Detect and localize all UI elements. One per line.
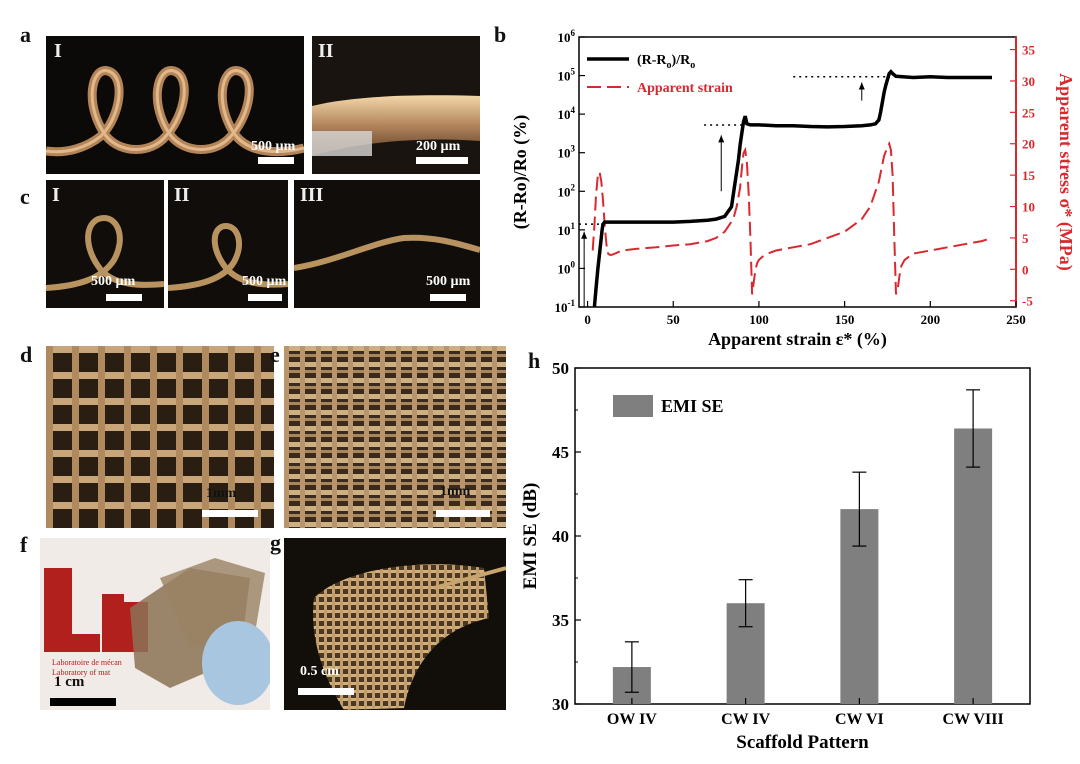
- closed-weave-scaffold-image: [284, 346, 506, 528]
- y-left-tick-label-7: 106: [558, 28, 576, 45]
- panel-f-caption-2: Laboratory of mat: [52, 668, 111, 677]
- y-left-tick-label-4: 103: [558, 144, 576, 161]
- panel-b-label: b: [494, 22, 507, 47]
- y-left-tick-label-2: 101: [558, 221, 576, 238]
- y-right-tick-label-0: -5: [1022, 294, 1033, 309]
- panel-a2-sublabel: II: [318, 40, 334, 62]
- y-right-tick-label-1: 0: [1022, 262, 1029, 277]
- panel-c-label: c: [20, 184, 30, 209]
- panel-a1-scale-bar: [258, 157, 294, 164]
- legend-label: EMI SE: [661, 396, 724, 416]
- legend-swatch: [613, 395, 653, 417]
- panel-c2-scale-bar: [248, 294, 282, 301]
- panel-e-label: e: [270, 342, 280, 367]
- panel-c1-scale-bar: [106, 294, 142, 301]
- x-axis-label: Scaffold Pattern: [736, 732, 869, 753]
- x-tick-label-3: 150: [835, 312, 855, 327]
- y-left-tick-label-6: 105: [558, 67, 576, 84]
- straight-filament-image: [294, 234, 480, 271]
- y-left-tick-label-5: 104: [558, 105, 576, 122]
- panel-a2-scale-bar: [416, 157, 468, 164]
- coil-filament-image: [46, 66, 304, 157]
- y-right-tick-label-7: 30: [1022, 74, 1035, 89]
- panel-a1-scale-text: 500 µm: [251, 139, 296, 154]
- panel-c3-scale-text: 500 µm: [426, 274, 471, 289]
- loop-image-1: [46, 214, 164, 291]
- y-left-tick-label-1: 100: [558, 259, 576, 276]
- panel-f-caption-1: Laboratoire de mécan: [52, 658, 122, 667]
- panel-c2-sublabel: II: [174, 184, 190, 206]
- bar-3: [954, 428, 993, 704]
- panel-f-label: f: [20, 532, 28, 557]
- y-tick-label-0: 30: [552, 695, 569, 714]
- panel-d-scale-text: 1mm: [206, 486, 237, 501]
- panel-g-scale-text: 0.5 cm: [300, 664, 339, 679]
- y-left-tick-label-0: 10-1: [555, 298, 576, 315]
- panel-a2-photo: II 200 µm: [312, 36, 480, 174]
- panel-d-scale-bar: [202, 510, 258, 517]
- y-tick-label-4: 50: [552, 359, 569, 378]
- y-right-tick-label-6: 25: [1022, 105, 1036, 120]
- x-tick-label-2: 100: [749, 312, 769, 327]
- panel-a-label: a: [20, 22, 31, 47]
- series-resistance-change: [592, 69, 992, 308]
- x-tick-label-0: OW IV: [607, 711, 657, 728]
- panel-c1-sublabel: I: [52, 184, 60, 206]
- panel-d-label: d: [20, 342, 33, 367]
- rolled-scaffold-photo: [313, 564, 506, 710]
- y-right-tick-label-2: 5: [1022, 231, 1029, 246]
- series-apparent-strain: [591, 140, 993, 295]
- y-right-tick-label-5: 20: [1022, 137, 1035, 152]
- arrow-head-1: [718, 135, 725, 143]
- y-right-tick-label-8: 35: [1022, 43, 1036, 58]
- y-axis-label: EMI SE (dB): [520, 483, 541, 590]
- panel-g-photo: 0.5 cm: [284, 538, 506, 710]
- loop-image-2: [168, 222, 288, 291]
- y-tick-label-3: 45: [552, 443, 569, 462]
- panel-a1-sublabel: I: [54, 40, 62, 62]
- panel-g-label: g: [270, 530, 281, 555]
- panel-c1-scale-text: 500 µm: [91, 274, 136, 289]
- panel-c3-sublabel: III: [300, 184, 324, 206]
- panel-f-photo: Laboratoire de mécan Laboratory of mat 1…: [40, 538, 270, 710]
- panel-c2-photo: II 500 µm: [168, 180, 288, 308]
- arrow-head-2: [858, 82, 865, 90]
- panel-d-photo: 1mm: [46, 346, 274, 528]
- legend-label-resistance: (R-Ro)/Ro: [637, 53, 695, 71]
- x-tick-label-5: 250: [1006, 312, 1026, 327]
- panel-c3-photo: III 500 µm: [294, 180, 480, 308]
- arrow-head-0: [581, 231, 588, 239]
- x-tick-label-1: CW IV: [721, 711, 770, 728]
- y-right-tick-label-3: 10: [1022, 200, 1035, 215]
- x-axis-label: Apparent strain ε* (%): [708, 329, 887, 350]
- panel-c3-scale-bar: [430, 294, 466, 301]
- y-tick-label-1: 35: [552, 611, 569, 630]
- panel-c2-scale-text: 500 µm: [242, 274, 287, 289]
- x-tick-label-3: CW VIII: [943, 711, 1004, 728]
- x-tick-label-4: 200: [921, 312, 941, 327]
- panel-a1-photo: I 500 µm: [46, 36, 304, 174]
- emi-se-bar-chart: 30 35 40 45 50 OW IV CW IV CW VI CW VIII Scaffold…: [520, 359, 1031, 753]
- panel-e-scale-text: 1mm: [440, 484, 471, 499]
- x-tick-label-2: CW VI: [835, 711, 884, 728]
- resistance-strain-chart: 0 50 100 150 200 25010-1100101102103104105106…: [510, 28, 1076, 350]
- panel-e-scale-bar: [436, 510, 490, 517]
- panel-f-scale-text: 1 cm: [54, 674, 85, 690]
- panel-g-scale-bar: [298, 688, 354, 695]
- open-weave-scaffold-image: [46, 346, 274, 528]
- x-tick-label-1: 50: [667, 312, 680, 327]
- legend-label-strain: Apparent strain: [637, 81, 733, 96]
- y-right-tick-label-4: 15: [1022, 168, 1036, 183]
- flexible-scaffolds-photo: [40, 538, 270, 710]
- panel-c1-photo: I 500 µm: [46, 180, 164, 308]
- filament-closeup-image: [312, 95, 480, 156]
- y-left-axis-label: (R-Ro)/Ro (%): [510, 115, 531, 229]
- panel-h-label: h: [528, 348, 541, 373]
- x-tick-label-0: 0: [584, 312, 591, 327]
- y-right-axis-label: Apparent stress σ* (MPa): [1055, 73, 1076, 271]
- panel-a2-scale-text: 200 µm: [416, 139, 461, 154]
- panel-e-photo: 1mm: [284, 346, 506, 528]
- y-left-tick-label-3: 102: [558, 182, 576, 199]
- y-tick-label-2: 40: [552, 527, 569, 546]
